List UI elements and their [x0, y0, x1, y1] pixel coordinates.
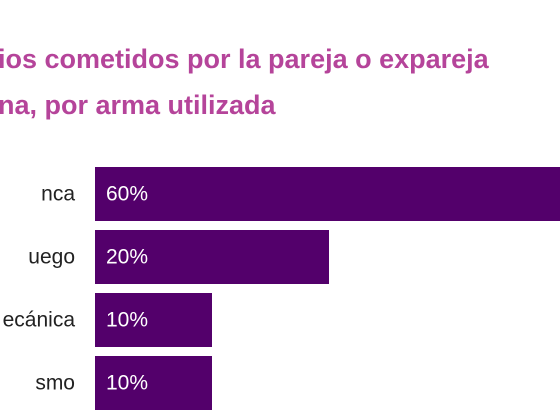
category-label-3: smo	[35, 372, 75, 395]
chart-title-line-1: ios cometidos por la pareja o expareja	[0, 44, 489, 74]
value-label-2: 10%	[106, 309, 148, 332]
bar-3	[95, 356, 212, 410]
bar-0	[95, 167, 560, 221]
bar-1	[95, 230, 329, 284]
value-label-3: 10%	[106, 372, 148, 395]
category-label-0: nca	[41, 183, 75, 206]
value-label-0: 60%	[106, 183, 148, 206]
value-label-1: 20%	[106, 246, 148, 269]
category-label-2: ecánica	[3, 309, 76, 332]
chart-title-line-2: na, por arma utilizada	[0, 90, 276, 120]
category-label-1: uego	[28, 246, 75, 269]
bar-2	[95, 293, 212, 347]
